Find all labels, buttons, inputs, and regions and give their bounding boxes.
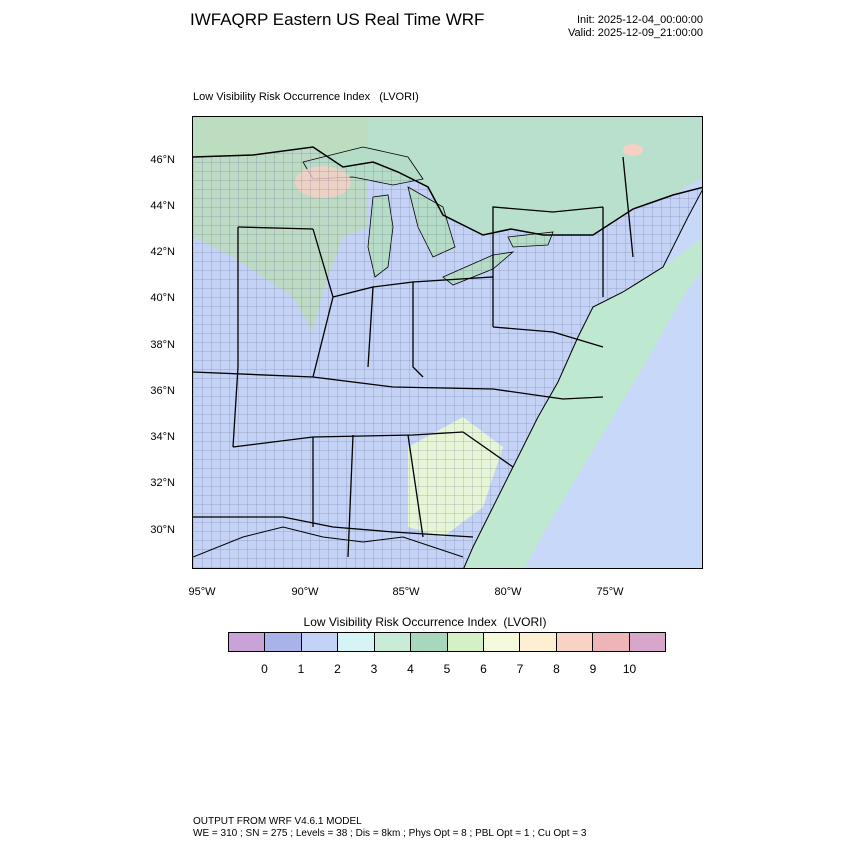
footer-params: WE = 310 ; SN = 275 ; Levels = 38 ; Dis … bbox=[193, 828, 587, 839]
lon-tick-80: 80°W bbox=[494, 586, 522, 598]
state-borders bbox=[193, 156, 634, 558]
coastline bbox=[463, 189, 702, 568]
colorbar-swatch bbox=[229, 633, 266, 651]
colorbar-swatch bbox=[374, 633, 412, 651]
colorbar-swatch bbox=[338, 633, 375, 651]
lat-tick-36: 36°N bbox=[150, 385, 175, 397]
lon-tick-90: 90°W bbox=[291, 586, 319, 598]
legend-title: Low Visibility Risk Occurrence Index (LV… bbox=[303, 615, 547, 629]
lat-tick-44: 44°N bbox=[150, 200, 175, 212]
valid-time: Valid: 2025-12-09_21:00:00 bbox=[568, 27, 703, 39]
lat-tick-40: 40°N bbox=[150, 292, 175, 304]
colorbar-label: 0 bbox=[261, 662, 268, 676]
colorbar-swatch bbox=[411, 633, 448, 651]
colorbar-label: 3 bbox=[370, 662, 378, 676]
gulf-coastline bbox=[193, 526, 464, 558]
colorbar-label: 4 bbox=[407, 662, 414, 676]
colorbar bbox=[228, 632, 666, 652]
colorbar-swatch bbox=[265, 633, 302, 651]
map-svg bbox=[193, 117, 702, 568]
colorbar-swatch bbox=[556, 633, 594, 651]
page-title: IWFAQRP Eastern US Real Time WRF bbox=[190, 10, 485, 29]
colorbar-label: 10 bbox=[622, 662, 637, 676]
footer-model: OUTPUT FROM WRF V4.6.1 MODEL bbox=[193, 816, 362, 827]
international-border bbox=[193, 146, 702, 236]
colorbar-label: 9 bbox=[589, 662, 597, 676]
colorbar-swatch bbox=[447, 633, 484, 651]
lat-tick-38: 38°N bbox=[150, 339, 175, 351]
init-time: Init: 2025-12-04_00:00:00 bbox=[577, 14, 703, 26]
colorbar-swatch bbox=[593, 633, 630, 651]
colorbar-swatch bbox=[520, 633, 557, 651]
colorbar-swatch bbox=[483, 633, 521, 651]
lat-tick-46: 46°N bbox=[150, 154, 175, 166]
colorbar-label: 8 bbox=[553, 662, 560, 676]
colorbar-label: 7 bbox=[516, 662, 524, 676]
risk-hotspot-northeast bbox=[623, 144, 643, 156]
map-panel[interactable] bbox=[192, 116, 703, 569]
colorbar-label: 5 bbox=[443, 662, 451, 676]
colorbar-swatch bbox=[629, 633, 666, 651]
colorbar-label: 2 bbox=[334, 662, 341, 676]
lat-tick-32: 32°N bbox=[150, 477, 175, 489]
lon-tick-95: 95°W bbox=[188, 586, 216, 598]
colorbar-label: 6 bbox=[480, 662, 487, 676]
coastal-band bbox=[463, 238, 702, 568]
map-title: Low Visibility Risk Occurrence Index (LV… bbox=[193, 91, 419, 103]
lat-tick-34: 34°N bbox=[150, 431, 175, 443]
lon-tick-85: 85°W bbox=[392, 586, 420, 598]
colorbar-label: 1 bbox=[297, 662, 305, 676]
lon-tick-75: 75°W bbox=[596, 586, 624, 598]
lat-tick-30: 30°N bbox=[150, 524, 175, 536]
colorbar-swatch bbox=[301, 633, 339, 651]
lat-tick-42: 42°N bbox=[150, 246, 175, 258]
